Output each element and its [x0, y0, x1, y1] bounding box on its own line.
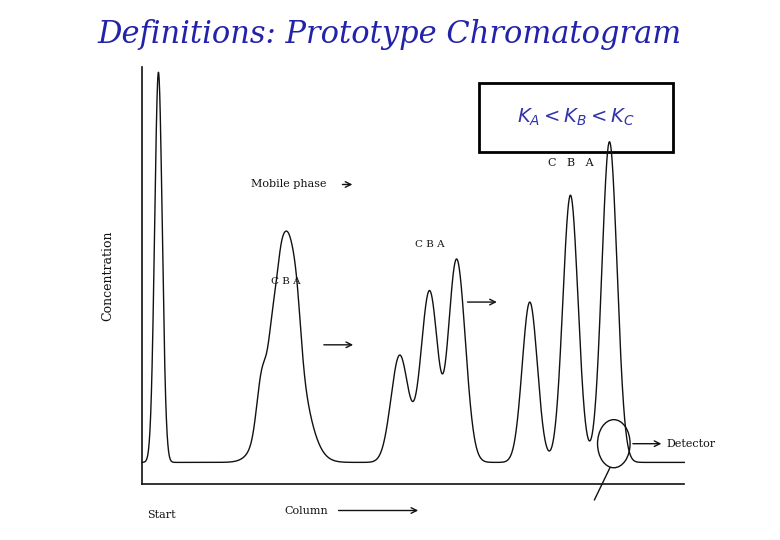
- Text: C   B   A: C B A: [548, 158, 594, 168]
- Text: Start: Start: [147, 510, 176, 521]
- Text: Concentration: Concentration: [101, 230, 114, 321]
- Text: C B A: C B A: [415, 240, 445, 248]
- Text: Detector: Detector: [666, 438, 715, 449]
- Bar: [479, 83, 672, 152]
- Text: Column: Column: [284, 505, 328, 516]
- Text: Mobile phase: Mobile phase: [250, 179, 326, 190]
- Text: $K_A < K_B < K_C$: $K_A < K_B < K_C$: [517, 107, 635, 129]
- Text: C B A: C B A: [271, 277, 300, 286]
- Text: Definitions: Prototype Chromatogram: Definitions: Prototype Chromatogram: [98, 19, 682, 50]
